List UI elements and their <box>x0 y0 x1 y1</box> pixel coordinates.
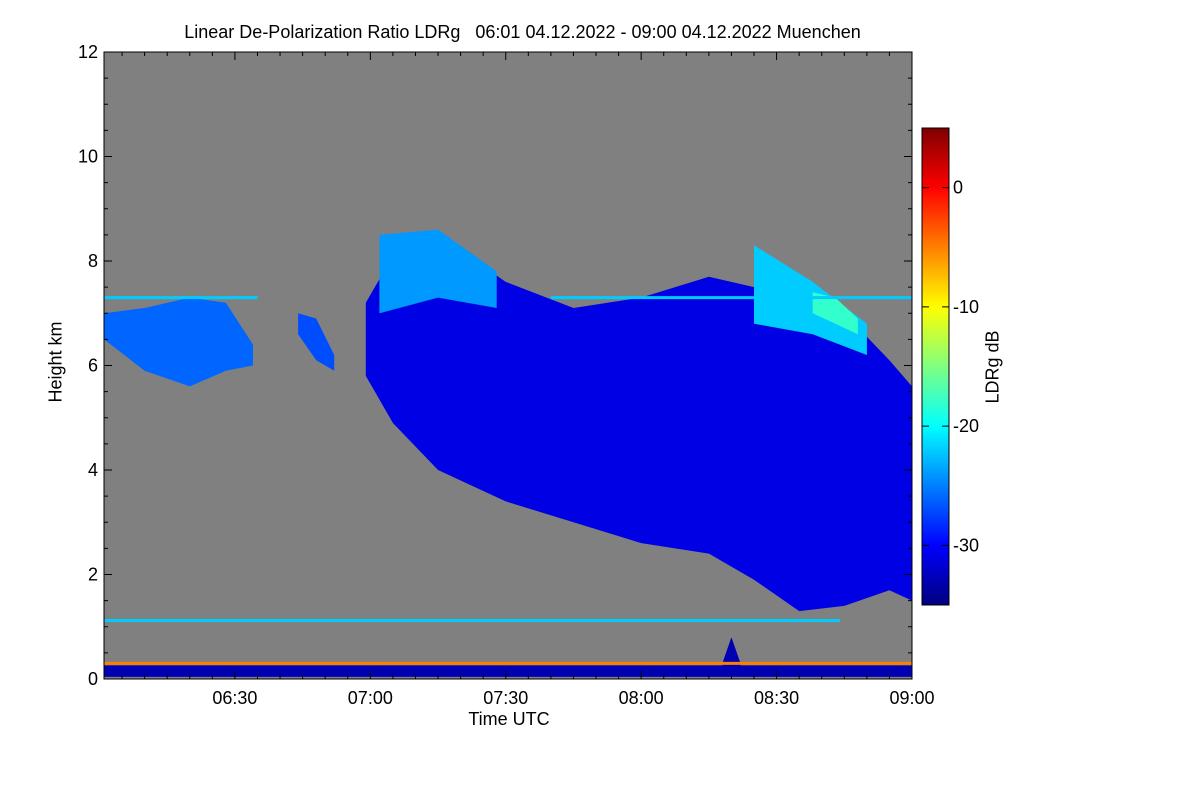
cloud-layer-5 <box>812 292 858 335</box>
y-tick-label: 4 <box>88 460 98 480</box>
colorbar-tick-label: -10 <box>953 297 979 317</box>
y-tick-label: 8 <box>88 251 98 271</box>
y-tick-label: 2 <box>88 565 98 585</box>
y-axis-label: Height km <box>45 321 66 403</box>
x-tick-label: 07:30 <box>483 688 528 708</box>
cloud-layer-0 <box>365 234 912 612</box>
y-tick-label: 6 <box>88 356 98 376</box>
chart-title: Linear De-Polarization Ratio LDRg 06:01 … <box>184 22 861 42</box>
colorbar-tick-label: -20 <box>953 416 979 436</box>
cloud-layer-6 <box>104 665 912 677</box>
cloud-layer-4 <box>754 245 867 355</box>
x-tick-label: 09:00 <box>889 688 934 708</box>
colorbar-tick-label: 0 <box>953 178 963 198</box>
x-tick-label: 07:00 <box>348 688 393 708</box>
colorbar-tick-label: -30 <box>953 535 979 555</box>
data-layers <box>104 229 912 677</box>
x-tick-label: 08:30 <box>754 688 799 708</box>
colorbar-label: LDRg dB <box>982 330 1003 404</box>
colorbar-ticks: 0 -10 -20 -30 <box>922 178 979 555</box>
x-tick-label: 06:30 <box>212 688 257 708</box>
cloud-layer-3 <box>379 229 497 314</box>
x-axis-label: Time UTC <box>468 709 550 729</box>
cloud-layer-2 <box>298 313 335 371</box>
colorbar <box>921 127 950 606</box>
cloud-layer-1 <box>104 297 253 387</box>
y-tick-label: 0 <box>88 669 98 689</box>
y-tick-label: 10 <box>78 147 98 167</box>
y-tick-label: 12 <box>78 42 98 62</box>
axes: 0 2 4 6 8 10 12 06:30 07:00 07:30 08:00 08:30 09:00 <box>78 42 935 708</box>
x-tick-label: 08:00 <box>619 688 664 708</box>
